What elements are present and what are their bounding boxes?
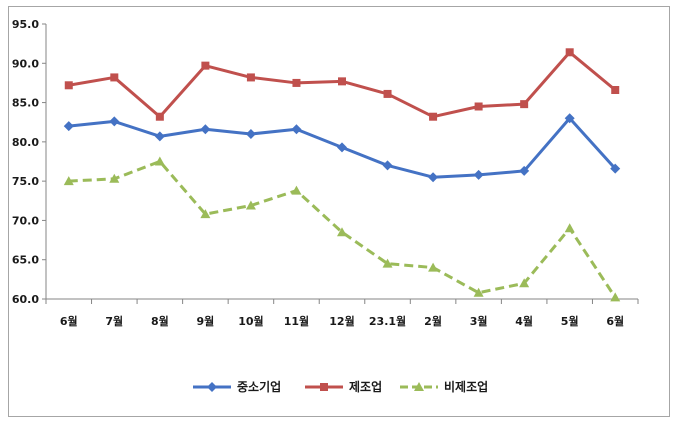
legend-marker xyxy=(414,382,424,391)
x-tick-label: 5월 xyxy=(561,314,579,328)
axes xyxy=(45,24,638,300)
data-point xyxy=(429,112,438,121)
y-tick-label: 70.0 xyxy=(12,214,39,227)
series-group xyxy=(63,48,621,302)
data-point xyxy=(110,73,119,82)
data-point xyxy=(63,176,74,186)
data-point xyxy=(565,48,574,57)
data-point xyxy=(154,156,165,166)
data-point xyxy=(292,78,301,87)
data-point xyxy=(610,292,621,302)
data-point xyxy=(611,86,620,94)
data-point xyxy=(473,287,484,297)
legend-item: 비제조업 xyxy=(400,379,488,394)
chart-frame xyxy=(8,6,670,417)
data-point xyxy=(337,227,347,237)
x-tick-label: 9월 xyxy=(196,314,214,328)
legend-label: 제조업 xyxy=(349,380,382,394)
data-point xyxy=(519,165,530,176)
data-point xyxy=(64,81,73,90)
x-tick-label: 11월 xyxy=(284,314,309,328)
legend-label: 중소기업 xyxy=(237,379,281,394)
x-tick-label: 12월 xyxy=(329,314,354,328)
data-point xyxy=(109,116,120,127)
data-point xyxy=(519,278,530,288)
x-tick-label: 23.1월 xyxy=(369,314,406,328)
legend-marker xyxy=(207,382,217,392)
y-tick-label: 95.0 xyxy=(12,18,39,31)
x-tick-label: 6월 xyxy=(60,314,78,328)
data-point xyxy=(63,121,74,132)
x-tick-label: 10월 xyxy=(238,314,263,328)
x-tick-label: 3월 xyxy=(470,314,488,328)
data-point xyxy=(246,73,255,82)
x-tick-label: 2월 xyxy=(424,314,442,328)
data-point xyxy=(291,124,302,135)
data-point xyxy=(154,131,165,142)
data-point xyxy=(474,102,483,111)
series-3 xyxy=(63,156,621,302)
data-point xyxy=(382,258,393,268)
data-point xyxy=(610,163,621,174)
data-point xyxy=(245,129,256,139)
y-tick-label: 75.0 xyxy=(12,175,39,188)
data-point xyxy=(382,160,393,171)
data-point xyxy=(155,112,164,121)
series-1 xyxy=(63,113,621,183)
x-tick-label: 7월 xyxy=(105,314,123,328)
data-point xyxy=(383,89,392,98)
data-point xyxy=(337,142,347,153)
x-tick-label: 8월 xyxy=(151,314,169,328)
data-point xyxy=(291,185,302,195)
x-axis-ticks: 6월 7월 8월 9월 10월 11월 12월 23.1월 2월 3월 4월 5월 6월 xyxy=(45,299,639,328)
x-tick-label: 4월 xyxy=(515,314,533,328)
data-point xyxy=(520,100,529,109)
x-tick-label: 6월 xyxy=(606,314,624,328)
series-2 xyxy=(64,48,620,121)
y-tick-label: 65.0 xyxy=(12,254,39,267)
data-point xyxy=(200,209,211,219)
y-tick-label: 60.0 xyxy=(12,293,39,306)
data-point xyxy=(564,223,575,233)
legend-item: 중소기업 xyxy=(193,379,281,394)
y-axis-ticks: 60.0 65.0 70.0 75.0 80.0 85.0 90.0 95.0 xyxy=(12,18,46,306)
data-point xyxy=(564,113,575,124)
y-tick-label: 85.0 xyxy=(12,97,39,110)
legend-item: 제조업 xyxy=(305,380,382,394)
data-point xyxy=(473,169,484,180)
data-point xyxy=(200,124,211,135)
legend-label: 비제조업 xyxy=(444,379,488,394)
y-tick-label: 80.0 xyxy=(12,136,39,149)
legend-marker xyxy=(320,383,328,391)
data-point xyxy=(109,173,120,183)
y-tick-label: 90.0 xyxy=(12,57,39,70)
data-point xyxy=(245,200,256,210)
data-point xyxy=(201,61,210,70)
data-point xyxy=(428,172,439,183)
data-point xyxy=(338,77,346,86)
legend: 중소기업 제조업 비제조업 xyxy=(193,379,488,394)
data-point xyxy=(428,262,439,272)
